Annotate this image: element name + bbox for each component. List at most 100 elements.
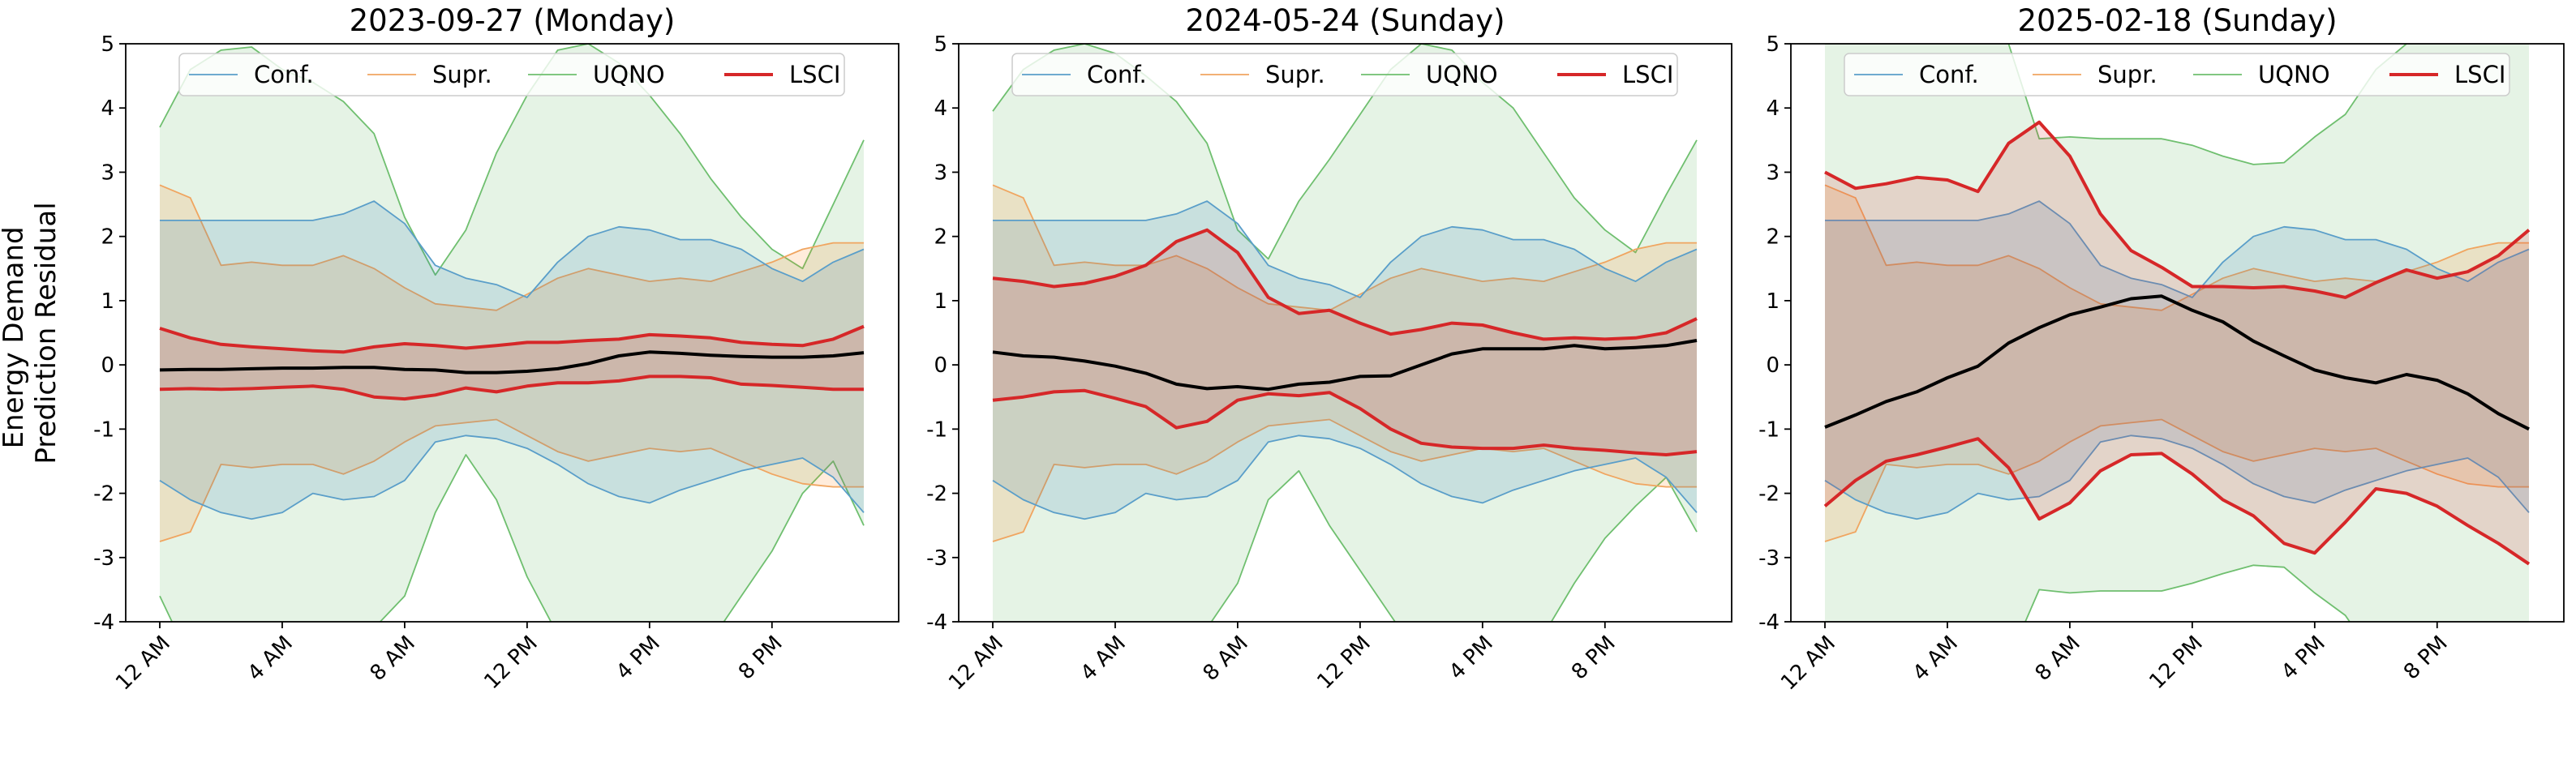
line-conf-upper <box>160 200 865 298</box>
legend-label-lsci: LSCI <box>1622 61 1673 88</box>
x-tick-label: 12 PM <box>2145 631 2207 694</box>
line-lsci-lower <box>992 388 1698 456</box>
legend-box <box>178 53 845 96</box>
y-tick-label: 0 <box>1766 353 1780 378</box>
line-truth <box>1824 294 2530 431</box>
chart-panel-2: 2024-05-24 (Sunday) 5 4 3 2 1 0 -1 -2 -3 -412 AM 4 … <box>926 3 1732 696</box>
line-supr-lower <box>992 418 1697 542</box>
line-conf-upper <box>1825 200 2530 298</box>
y-tick-label: 4 <box>101 96 114 121</box>
y-tick-label: -4 <box>93 610 114 635</box>
y-tick-label: 3 <box>934 161 947 185</box>
y-tick-label: 2 <box>1766 225 1780 250</box>
axes-frame <box>958 43 1732 623</box>
legend-box <box>1011 53 1678 96</box>
x-tick-label: 8 PM <box>734 631 788 685</box>
line-uqno-lower <box>2024 564 2351 622</box>
y-tick-label: 5 <box>1766 32 1780 57</box>
line-lsci-upper <box>992 228 1698 341</box>
line-conf-upper <box>993 200 1698 298</box>
x-tick-label: 12 AM <box>111 631 175 696</box>
band-uqno <box>1825 44 2529 622</box>
y-tick-label: 0 <box>934 353 947 378</box>
axes-frame <box>1790 43 2565 623</box>
x-tick-label: 12 AM <box>1776 631 1840 696</box>
y-tick-label: -3 <box>926 546 947 571</box>
x-tick-label: 8 AM <box>2031 631 2085 686</box>
legend-label-uqno: UQNO <box>593 61 665 88</box>
y-tick-label: 1 <box>934 289 947 314</box>
line-lsci-lower <box>1823 437 2531 566</box>
y-axis-label-line2: Prediction Residual <box>30 202 62 464</box>
y-tick-label: 4 <box>1766 96 1780 121</box>
legend: Conf. Supr. UQNO LSCI <box>1844 53 2510 96</box>
y-tick-label: -1 <box>926 417 947 442</box>
x-tick-label: 8 PM <box>1567 631 1621 685</box>
legend: Conf. Supr. UQNO LSCI <box>1011 53 1678 96</box>
legend-label-supr: Supr. <box>2097 61 2157 88</box>
chart-title: 2024-05-24 (Sunday) <box>1185 3 1505 38</box>
x-tick-label: 8 PM <box>2399 631 2453 685</box>
band-supr <box>1825 185 2529 542</box>
legend-label-supr: Supr. <box>432 61 492 88</box>
line-truth <box>992 339 1698 392</box>
legend-label-supr: Supr. <box>1265 61 1325 88</box>
line-lsci-upper <box>1824 120 2531 299</box>
y-tick-label: -4 <box>1758 610 1780 635</box>
axes-frame <box>125 43 899 623</box>
x-tick-label: 4 AM <box>243 631 298 686</box>
line-lsci-upper <box>159 324 865 354</box>
plot-area <box>1823 44 2531 622</box>
line-conf-lower <box>159 435 865 520</box>
band-conf <box>993 201 1697 520</box>
band-supr <box>160 185 864 542</box>
legend: Conf. Supr. UQNO LSCI <box>178 53 845 96</box>
chart-title: 2023-09-27 (Monday) <box>350 3 676 38</box>
chart-panel-3: 2025-02-18 (Sunday) 5 4 3 2 1 0 -1 -2 -3 -412 AM 4 … <box>1758 3 2565 696</box>
y-tick-label: 0 <box>101 353 114 378</box>
line-conf-lower <box>1824 435 2530 520</box>
band-uqno <box>160 44 864 622</box>
legend-label-uqno: UQNO <box>1426 61 1498 88</box>
y-axis-label: Energy Demand Prediction Residual <box>0 202 62 464</box>
x-tick-label: 4 AM <box>1908 631 1963 686</box>
x-tick-label: 4 PM <box>2277 631 2330 685</box>
band-conf <box>1825 201 2529 520</box>
y-tick-label: -3 <box>93 546 114 571</box>
y-tick-label: -1 <box>1758 417 1780 442</box>
y-axis-label-line1: Energy Demand <box>0 226 30 448</box>
y-tick-label: 2 <box>934 225 947 250</box>
band-supr <box>993 185 1697 542</box>
y-tick-label: -1 <box>93 417 114 442</box>
line-uqno-lower <box>159 454 865 622</box>
y-tick-label: 1 <box>101 289 114 314</box>
y-tick-label: 5 <box>101 32 114 57</box>
chart-title: 2025-02-18 (Sunday) <box>2017 3 2337 38</box>
chart-panel-1: 2023-09-27 (Monday) 5 4 3 2 1 0 -1 -2 -3 -412 AM 4 … <box>93 3 899 696</box>
y-tick-label: -3 <box>1758 546 1780 571</box>
legend-label-lsci: LSCI <box>789 61 840 88</box>
legend-label-lsci: LSCI <box>2454 61 2505 88</box>
y-tick-label: 4 <box>934 96 947 121</box>
band-lsci <box>993 229 1697 455</box>
band-conf <box>160 201 864 520</box>
line-supr-lower <box>159 418 864 542</box>
y-tick-label: 3 <box>101 161 114 185</box>
y-tick-label: -4 <box>926 610 947 635</box>
legend-label-conf: Conf. <box>1919 61 1979 88</box>
line-supr-upper <box>992 184 1697 311</box>
y-tick-label: 1 <box>1766 289 1780 314</box>
line-uqno-upper <box>2007 44 2408 165</box>
x-tick-label: 4 PM <box>612 631 665 685</box>
y-tick-label: -2 <box>93 482 114 507</box>
y-tick-label: -2 <box>1758 482 1780 507</box>
line-lsci-lower <box>159 375 864 401</box>
x-tick-label: 12 PM <box>479 631 542 694</box>
plot-area <box>992 44 1698 622</box>
line-uqno-upper <box>992 44 1698 260</box>
legend-label-uqno: UQNO <box>2258 61 2330 88</box>
x-tick-label: 12 AM <box>944 631 1008 696</box>
band-lsci <box>160 326 864 400</box>
